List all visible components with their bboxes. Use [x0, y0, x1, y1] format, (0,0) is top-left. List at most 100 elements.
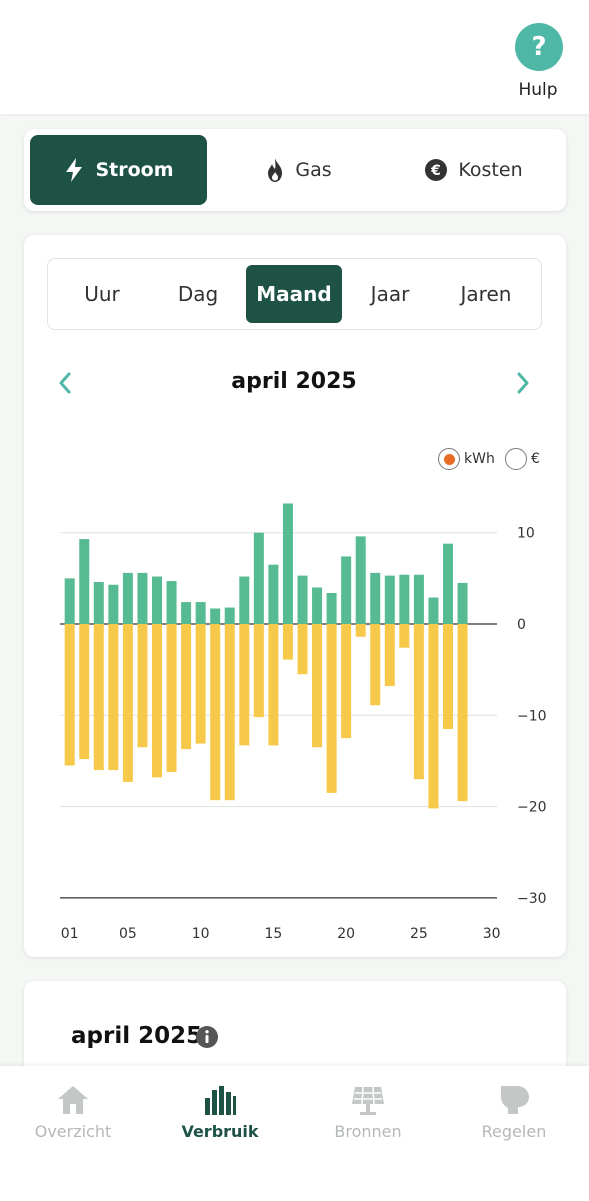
- tab-kosten[interactable]: € Kosten: [385, 135, 562, 205]
- y-tick-label: 0: [517, 617, 526, 633]
- usage-bar: [152, 576, 162, 624]
- help-button[interactable]: ?: [515, 23, 563, 71]
- solar-panel-icon: [352, 1086, 384, 1115]
- feedin-bar: [181, 624, 192, 750]
- bottom-navigation: Overzicht Verbruik Bronnen Regelen: [0, 1066, 589, 1201]
- feedin-bar: [312, 624, 323, 748]
- x-tick-label: 30: [483, 926, 501, 942]
- top-bar: ? Hulp: [0, 0, 589, 114]
- feedin-bar: [268, 624, 279, 746]
- x-tick-label: 20: [337, 926, 355, 942]
- nav-bronnen[interactable]: Bronnen: [308, 1084, 428, 1154]
- nav-verbruik[interactable]: Verbruik: [160, 1084, 280, 1154]
- x-tick-label: 01: [61, 926, 79, 942]
- y-tick-label: −10: [517, 708, 547, 724]
- usage-bar: [443, 543, 453, 624]
- usage-bar: [93, 582, 104, 624]
- feedin-bar: [413, 624, 424, 780]
- unit-label-euro: €: [531, 451, 540, 467]
- flame-icon: [268, 158, 283, 182]
- usage-bar: [326, 592, 337, 624]
- tab-label: Gas: [295, 159, 332, 181]
- feedin-bar: [443, 624, 453, 729]
- usage-bar: [239, 576, 250, 624]
- home-icon: [58, 1086, 88, 1114]
- tab-maand[interactable]: Maand: [246, 265, 342, 323]
- usage-bar: [64, 578, 75, 624]
- feedin-bar: [457, 624, 468, 802]
- usage-bar: [341, 556, 352, 624]
- feedin-bar: [79, 624, 90, 760]
- feedin-bar: [64, 624, 75, 766]
- summary-title: april 2025: [71, 1023, 203, 1049]
- feedin-bar: [384, 624, 395, 687]
- tab-jaren[interactable]: Jaren: [460, 282, 512, 306]
- usage-bar: [137, 572, 148, 624]
- tab-gas[interactable]: Gas: [210, 135, 387, 205]
- feedin-bar: [152, 624, 162, 778]
- usage-bar: [457, 582, 468, 624]
- unit-label-kwh: kWh: [464, 451, 495, 467]
- nav-label: Bronnen: [334, 1122, 402, 1141]
- feedin-bar: [239, 624, 250, 746]
- nav-overzicht[interactable]: Overzicht: [13, 1084, 133, 1154]
- control-icon: [501, 1086, 529, 1114]
- feedin-bar: [195, 624, 206, 744]
- chevron-right-icon: [517, 372, 529, 394]
- radio-euro[interactable]: [505, 448, 527, 470]
- nav-label: Overzicht: [34, 1122, 112, 1141]
- feedin-bar: [282, 624, 293, 660]
- help-label: Hulp: [518, 80, 558, 100]
- previous-month-button[interactable]: [50, 368, 80, 398]
- usage-bar: [195, 602, 206, 624]
- usage-bar: [297, 575, 308, 624]
- radio-kwh[interactable]: [438, 448, 460, 470]
- feedin-bar: [341, 624, 352, 739]
- tab-label: Stroom: [95, 159, 174, 181]
- feedin-bar: [122, 624, 133, 782]
- usage-bar: [122, 572, 133, 624]
- usage-bar: [166, 581, 177, 624]
- x-tick-label: 25: [410, 926, 428, 942]
- feedin-bar: [326, 624, 337, 793]
- feedin-bar: [428, 624, 439, 809]
- tab-stroom[interactable]: Stroom: [30, 135, 207, 205]
- feedin-bar: [166, 624, 177, 772]
- feedin-bar: [93, 624, 104, 771]
- feedin-bar: [137, 624, 148, 748]
- feedin-bar: [253, 624, 264, 718]
- x-tick-label: 15: [264, 926, 282, 942]
- unit-option-kwh[interactable]: kWh: [438, 448, 495, 470]
- svg-text:€: €: [431, 163, 442, 179]
- usage-bar: [312, 587, 323, 624]
- feedin-bar: [355, 624, 366, 637]
- feedin-bar: [210, 624, 221, 801]
- usage-bar: [253, 532, 264, 624]
- usage-bar: [224, 607, 235, 624]
- feedin-bar: [224, 624, 235, 801]
- question-mark-icon: ?: [531, 32, 547, 62]
- chevron-left-icon: [59, 372, 71, 394]
- tab-jaar[interactable]: Jaar: [370, 282, 410, 306]
- nav-regelen[interactable]: Regelen: [454, 1084, 574, 1154]
- usage-bar-chart: 10 0 −10 −20 −30 01 05 10 15 20 25 30: [60, 503, 547, 942]
- tab-label: Kosten: [458, 159, 523, 181]
- feedin-bar: [297, 624, 308, 675]
- x-tick-label: 05: [119, 926, 137, 942]
- feedin-bar: [370, 624, 381, 706]
- y-tick-label: −20: [517, 800, 547, 816]
- next-month-button[interactable]: [508, 368, 538, 398]
- unit-option-euro[interactable]: €: [505, 448, 540, 470]
- tab-dag[interactable]: Dag: [177, 282, 219, 306]
- usage-bar: [355, 536, 366, 624]
- feedin-bar: [108, 624, 119, 771]
- usage-bar: [210, 608, 221, 624]
- usage-bar: [413, 574, 424, 624]
- info-icon[interactable]: [195, 1025, 219, 1049]
- usage-bar: [399, 574, 410, 624]
- y-tick-label: 10: [517, 526, 535, 542]
- y-tick-label: −30: [517, 891, 547, 907]
- usage-bar: [384, 575, 395, 624]
- tab-uur[interactable]: Uur: [84, 282, 120, 306]
- usage-bar: [268, 564, 279, 624]
